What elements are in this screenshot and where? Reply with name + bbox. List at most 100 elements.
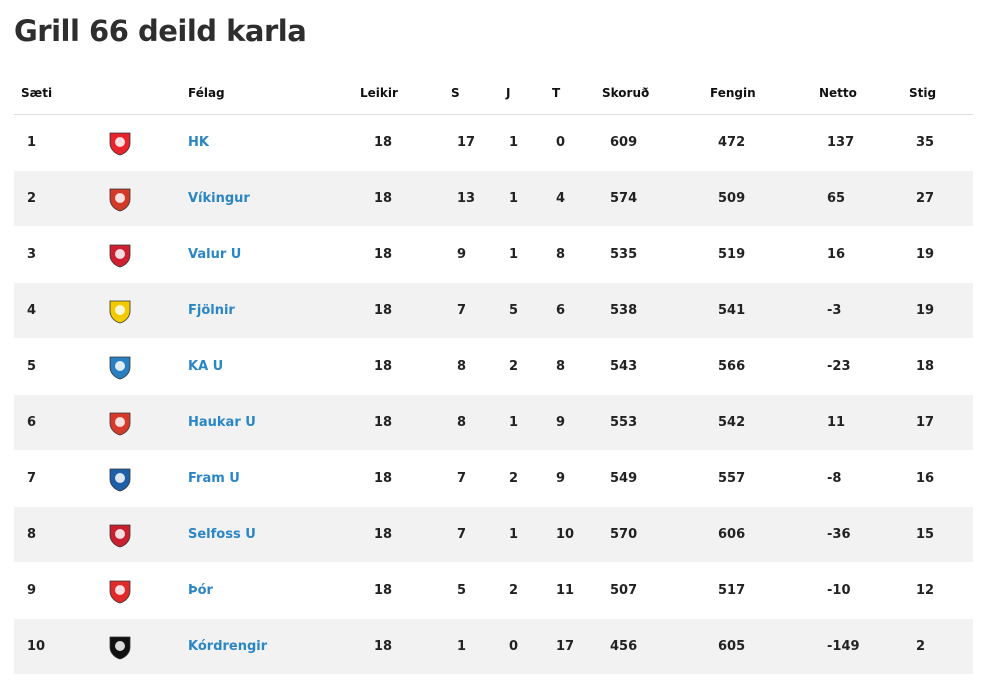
- rank-cell: 8: [14, 506, 106, 563]
- rank-cell: 1: [14, 114, 106, 171]
- wins-cell: 17: [451, 114, 506, 171]
- net-cell: 11: [819, 394, 909, 451]
- header-felag[interactable]: Félag: [188, 72, 360, 115]
- points-cell: 16: [909, 450, 973, 507]
- header-spacer: [106, 72, 188, 115]
- wins-cell: 8: [451, 394, 506, 451]
- rank-cell: 10: [14, 618, 106, 675]
- losses-cell: 8: [552, 338, 602, 395]
- wins-cell: 9: [451, 226, 506, 283]
- club-link[interactable]: Selfoss U: [188, 506, 360, 563]
- draws-cell: 0: [506, 618, 552, 675]
- header-skorud[interactable]: Skoruð: [602, 72, 710, 115]
- games-cell: 18: [360, 394, 451, 451]
- club-link[interactable]: KA U: [188, 338, 360, 395]
- header-stig[interactable]: Stig: [909, 72, 973, 115]
- against-cell: 557: [710, 450, 819, 507]
- scored-cell: 549: [602, 450, 710, 507]
- wins-cell: 1: [451, 618, 506, 675]
- club-link[interactable]: HK: [188, 114, 360, 171]
- draws-cell: 2: [506, 562, 552, 619]
- club-logo-icon[interactable]: [106, 633, 134, 661]
- scored-cell: 507: [602, 562, 710, 619]
- club-logo-icon[interactable]: [106, 465, 134, 493]
- draws-cell: 5: [506, 282, 552, 339]
- games-cell: 18: [360, 170, 451, 227]
- draws-cell: 2: [506, 450, 552, 507]
- club-link[interactable]: Valur U: [188, 226, 360, 283]
- club-logo-cell: [106, 338, 188, 395]
- club-link[interactable]: Fram U: [188, 450, 360, 507]
- scored-cell: 609: [602, 114, 710, 171]
- rank-cell: 3: [14, 226, 106, 283]
- scored-cell: 570: [602, 506, 710, 563]
- table-row: 6 Haukar U 18 8 1 9 553 542 11 17: [14, 394, 973, 451]
- scored-cell: 538: [602, 282, 710, 339]
- rank-cell: 5: [14, 338, 106, 395]
- header-t[interactable]: T: [552, 72, 602, 115]
- against-cell: 472: [710, 114, 819, 171]
- club-link[interactable]: Fjölnir: [188, 282, 360, 339]
- points-cell: 19: [909, 226, 973, 283]
- points-cell: 12: [909, 562, 973, 619]
- games-cell: 18: [360, 618, 451, 675]
- table-row: 9 Þór 18 5 2 11 507 517 -10 12: [14, 562, 973, 619]
- header-saeti[interactable]: Sæti: [14, 72, 106, 115]
- club-logo-icon[interactable]: [106, 353, 134, 381]
- club-link[interactable]: Kórdrengir: [188, 618, 360, 675]
- table-row: 10 Kórdrengir 18 1 0 17 456 605 -149 2: [14, 618, 973, 675]
- losses-cell: 11: [552, 562, 602, 619]
- header-j[interactable]: J: [506, 72, 552, 115]
- rank-cell: 6: [14, 394, 106, 451]
- against-cell: 509: [710, 170, 819, 227]
- scored-cell: 553: [602, 394, 710, 451]
- games-cell: 18: [360, 450, 451, 507]
- scored-cell: 543: [602, 338, 710, 395]
- draws-cell: 1: [506, 506, 552, 563]
- against-cell: 517: [710, 562, 819, 619]
- club-logo-icon[interactable]: [106, 129, 134, 157]
- net-cell: -8: [819, 450, 909, 507]
- club-link[interactable]: Þór: [188, 562, 360, 619]
- header-s[interactable]: S: [451, 72, 506, 115]
- table-row: 3 Valur U 18 9 1 8 535 519 16 19: [14, 226, 973, 283]
- header-netto[interactable]: Netto: [819, 72, 909, 115]
- wins-cell: 13: [451, 170, 506, 227]
- games-cell: 18: [360, 506, 451, 563]
- losses-cell: 10: [552, 506, 602, 563]
- club-logo-cell: [106, 506, 188, 563]
- club-logo-icon[interactable]: [106, 521, 134, 549]
- scored-cell: 535: [602, 226, 710, 283]
- header-leikir[interactable]: Leikir: [360, 72, 451, 115]
- club-logo-icon[interactable]: [106, 185, 134, 213]
- against-cell: 542: [710, 394, 819, 451]
- club-logo-icon[interactable]: [106, 577, 134, 605]
- games-cell: 18: [360, 114, 451, 171]
- losses-cell: 9: [552, 394, 602, 451]
- table-row: 7 Fram U 18 7 2 9 549 557 -8 16: [14, 450, 973, 507]
- against-cell: 519: [710, 226, 819, 283]
- club-logo-cell: [106, 282, 188, 339]
- rank-cell: 9: [14, 562, 106, 619]
- club-logo-cell: [106, 562, 188, 619]
- table-row: 4 Fjölnir 18 7 5 6 538 541 -3 19: [14, 282, 973, 339]
- games-cell: 18: [360, 338, 451, 395]
- net-cell: -23: [819, 338, 909, 395]
- losses-cell: 4: [552, 170, 602, 227]
- points-cell: 18: [909, 338, 973, 395]
- club-logo-icon[interactable]: [106, 409, 134, 437]
- wins-cell: 7: [451, 282, 506, 339]
- rank-cell: 7: [14, 450, 106, 507]
- against-cell: 541: [710, 282, 819, 339]
- net-cell: -149: [819, 618, 909, 675]
- draws-cell: 1: [506, 394, 552, 451]
- club-link[interactable]: Haukar U: [188, 394, 360, 451]
- games-cell: 18: [360, 562, 451, 619]
- standings-table: Sæti Félag Leikir S J T Skoruð Fengin Ne…: [14, 72, 973, 675]
- draws-cell: 1: [506, 226, 552, 283]
- club-logo-icon[interactable]: [106, 297, 134, 325]
- table-row: 5 KA U 18 8 2 8 543 566 -23 18: [14, 338, 973, 395]
- header-fengin[interactable]: Fengin: [710, 72, 819, 115]
- club-link[interactable]: Víkingur: [188, 170, 360, 227]
- club-logo-icon[interactable]: [106, 241, 134, 269]
